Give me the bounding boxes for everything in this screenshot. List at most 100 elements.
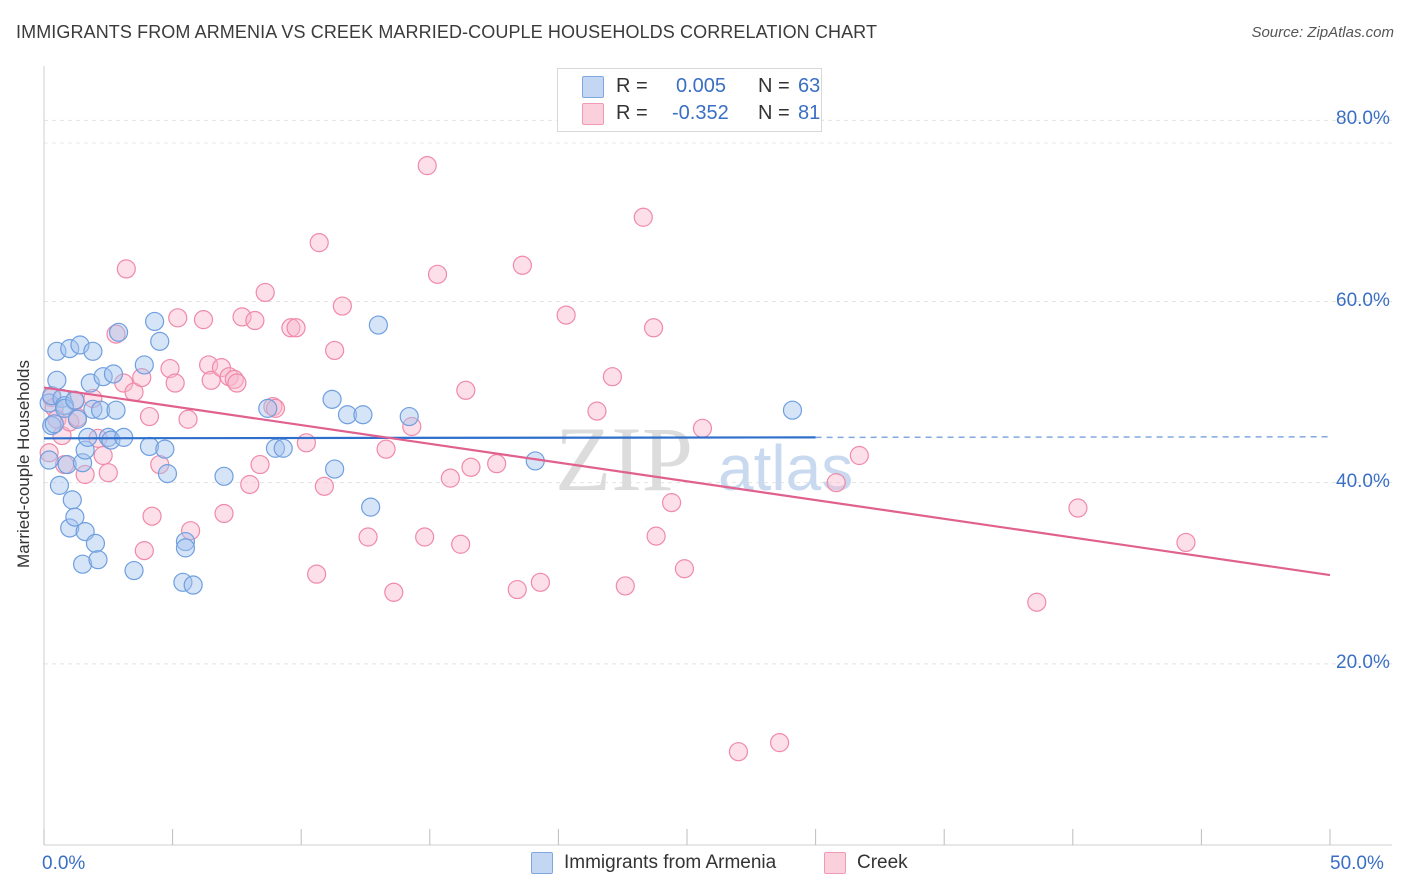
r-label: R =: [616, 102, 648, 124]
creek-point: [358, 527, 378, 547]
creek-point: [142, 506, 162, 526]
creek-point: [456, 380, 476, 400]
armenia-point: [214, 466, 234, 486]
armenia-point: [54, 398, 75, 418]
creek-point: [160, 358, 180, 379]
creek-point: [309, 233, 329, 253]
creek-point: [728, 742, 749, 762]
armenia-point: [353, 405, 373, 425]
creek-point: [224, 369, 244, 390]
armenia-point: [60, 339, 80, 359]
gridlines: [44, 119, 1392, 665]
y-tick-label: 20.0%: [1336, 651, 1390, 673]
creek-point: [602, 367, 623, 387]
y-tick-label: 80.0%: [1336, 108, 1390, 130]
armenia-point: [265, 438, 286, 458]
armenia-legend-swatch: [531, 852, 553, 874]
armenia-trendline-extension: [815, 436, 1331, 439]
watermark-atlas: atlas: [718, 432, 853, 504]
creek-point: [415, 527, 435, 547]
creek-point: [769, 733, 790, 753]
armenia-point: [62, 490, 82, 510]
creek-point: [633, 207, 653, 227]
armenia-point: [65, 507, 85, 527]
creek-point: [178, 409, 198, 429]
creek-point: [134, 541, 154, 561]
creek-point: [201, 370, 221, 390]
series-creek: [39, 156, 1196, 762]
creek-point: [507, 579, 527, 600]
armenia-point: [83, 341, 103, 361]
creek-point: [132, 368, 152, 388]
armenia-point: [322, 389, 342, 409]
creek-point: [1068, 498, 1088, 518]
creek-point: [512, 255, 532, 275]
armenia-point: [150, 331, 170, 351]
creek-point: [314, 476, 334, 496]
creek-point: [487, 454, 507, 474]
creek-point: [417, 156, 437, 176]
creek-point: [332, 296, 352, 316]
watermark: ZIP atlas: [555, 408, 853, 510]
n-value: 81: [798, 102, 821, 124]
armenia-point: [106, 400, 126, 420]
creek-point: [615, 576, 635, 596]
creek-point: [98, 463, 118, 483]
armenia-point: [90, 400, 111, 420]
trendlines: [43, 386, 1331, 577]
x-tick-min: 0.0%: [42, 853, 86, 874]
armenia-point: [49, 475, 70, 495]
armenia-point: [155, 439, 175, 459]
armenia-point: [361, 497, 381, 517]
chart-title: IMMIGRANTS FROM ARMENIA VS CREEK MARRIED…: [16, 22, 878, 42]
y-tick-label: 60.0%: [1336, 289, 1390, 311]
armenia-point: [175, 538, 196, 558]
series-armenia: [39, 311, 803, 595]
n-label: N =: [758, 102, 790, 124]
creek-point: [384, 582, 404, 602]
creek-point: [646, 526, 666, 546]
creek-swatch: [582, 103, 604, 125]
armenia-point: [108, 322, 129, 342]
armenia-point: [67, 409, 88, 429]
creek-point: [1027, 592, 1047, 612]
armenia-point: [39, 450, 59, 470]
y-tick-label: 40.0%: [1336, 470, 1390, 492]
creek-point: [227, 373, 247, 393]
n-value: 63: [798, 75, 821, 97]
armenia-point: [47, 370, 67, 390]
armenia-point: [368, 315, 388, 335]
armenia-point: [85, 533, 106, 553]
armenia-trendline: [43, 436, 816, 440]
armenia-point: [183, 575, 203, 595]
armenia-point: [337, 405, 358, 425]
creek-point: [556, 305, 576, 325]
x-tick-max: 50.0%: [1330, 853, 1384, 874]
armenia-point: [325, 459, 345, 479]
creek-point: [849, 445, 869, 466]
armenia-point: [144, 311, 165, 332]
armenia-swatch: [582, 76, 604, 98]
armenia-point: [124, 560, 144, 581]
armenia-point: [72, 554, 93, 574]
creek-point: [1176, 532, 1196, 553]
armenia-point: [44, 414, 64, 434]
armenia-point: [60, 518, 80, 538]
creek-point: [165, 373, 185, 393]
creek-trendline: [43, 386, 1331, 577]
watermark-zip: ZIP: [555, 408, 693, 510]
creek-point: [692, 418, 713, 438]
stats-legend: R = 0.005 N = 63 R = -0.352 N = 81: [557, 68, 822, 132]
armenia-point: [782, 400, 803, 420]
armenia-point: [72, 453, 93, 473]
creek-point: [286, 318, 306, 338]
r-value: 0.005: [676, 75, 727, 97]
creek-point: [240, 474, 260, 495]
creek-point: [250, 454, 270, 475]
creek-point: [587, 401, 607, 421]
creek-point: [214, 503, 234, 524]
armenia-legend-label: Immigrants from Armenia: [564, 852, 777, 873]
creek-legend-swatch: [824, 852, 846, 874]
creek-point: [296, 433, 316, 453]
